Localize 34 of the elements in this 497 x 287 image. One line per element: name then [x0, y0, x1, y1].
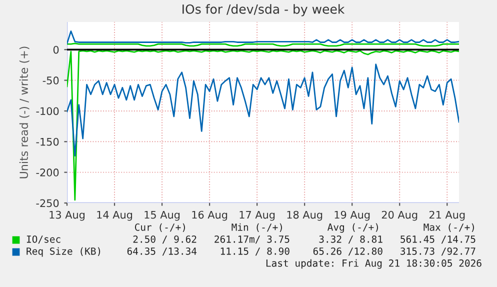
text: 561.45 /14.75: [400, 235, 476, 244]
x-tick-label: 16 Aug: [192, 210, 228, 221]
text: Max (-/+): [424, 223, 474, 232]
y-tick-label: -250: [36, 199, 59, 208]
x-tick-label: 18 Aug: [287, 210, 322, 221]
y-axis-title: Units read (-) / write (+): [19, 46, 30, 178]
text: Cur (-/+): [134, 223, 185, 232]
line-series: [67, 30, 459, 44]
text: Min (-/+): [232, 223, 282, 232]
line-series: [67, 64, 459, 156]
y-tick-label: 0: [53, 46, 59, 54]
x-tick-label: 14 Aug: [97, 210, 132, 221]
x-tick-label: 21 Aug: [429, 210, 465, 221]
x-tick-label: 15 Aug: [144, 210, 180, 221]
text: 315.73 /92.77: [400, 247, 476, 256]
x-tick-label: 20 Aug: [382, 210, 418, 221]
y-tick-label: -50: [42, 76, 59, 84]
x-tick-label: 13 Aug: [50, 210, 85, 221]
text: 2.50 / 9.62: [133, 235, 196, 244]
chart-title: IOs for /dev/sda - by week: [182, 4, 345, 16]
text: 64.35 /13.34: [127, 247, 197, 256]
y-tick-label: -200: [36, 168, 59, 176]
text: Avg (-/+): [328, 223, 378, 233]
text: 3.32 / 8.81: [319, 235, 382, 244]
x-tick-label: 19 Aug: [334, 210, 370, 221]
x-tick-label: 17 Aug: [240, 210, 275, 221]
y-tick-label: -150: [36, 138, 59, 146]
text: Last update: Fri Aug 21 18:30:05 2026: [266, 259, 482, 269]
text: 261.17m/ 3.75: [214, 235, 290, 244]
text: 11.15 / 8.90: [220, 247, 290, 256]
text: 65.26 /12.80: [313, 247, 382, 256]
y-tick-label: -100: [36, 107, 59, 116]
legend-label: Req Size (KB): [26, 247, 100, 257]
legend-label: IO/sec: [26, 235, 60, 244]
